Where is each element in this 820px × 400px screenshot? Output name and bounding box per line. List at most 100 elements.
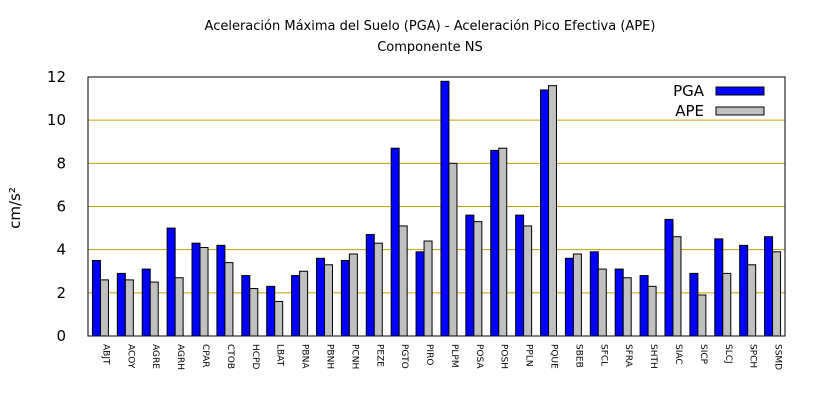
bar [323,264,333,337]
x-tick-label: PIRO [424,344,434,365]
bar [465,214,475,337]
x-tick-label: PBNH [324,344,334,369]
bar [697,294,707,337]
x-tick-label: AGRE [150,344,160,369]
bar [515,214,525,337]
bar [365,234,375,337]
bar [572,253,582,337]
bar [490,149,500,337]
bar [415,251,425,337]
bar [772,251,782,337]
bar [241,275,251,337]
bar [224,262,234,337]
bar [291,275,301,337]
x-tick-label: PPLN [524,344,534,367]
bar [348,253,358,337]
legend-label: APE [675,102,704,120]
bar [124,279,134,337]
bar [739,244,749,337]
bar [764,236,774,337]
bar [523,225,533,337]
x-tick-label: ABJT [100,344,110,365]
x-tick-label: PLPM [449,344,459,368]
bar [249,288,259,337]
legend-label: PGA [673,82,705,100]
bar [548,85,558,337]
bar [340,259,350,337]
bar [639,275,649,337]
y-tick-label: 8 [56,154,66,172]
y-tick-label: 4 [56,241,66,259]
x-tick-label: LBAT [275,344,285,367]
bar [440,80,450,337]
bar [589,251,599,337]
x-tick-label: ACOY [125,344,135,369]
bar [149,281,159,337]
y-axis-label: cm/s² [6,187,24,229]
bar [373,242,383,337]
bar [722,272,732,337]
bar [448,162,458,337]
bar [647,285,657,337]
chart-title: Aceleración Máxima del Suelo (PGA) - Ace… [205,19,656,34]
x-tick-label: POSH [499,344,509,369]
bar [473,221,483,337]
bar [174,277,184,337]
y-tick-label: 0 [56,327,66,345]
legend-swatch [715,106,765,116]
bar [116,272,126,337]
bar [199,247,209,337]
x-tick-label: CTOB [225,344,235,369]
bar [423,240,433,337]
x-tick-label: SLCJ [723,344,733,364]
bar [714,238,724,337]
x-tick-label: PQUE [549,344,559,369]
x-tick-label: SFCL [598,344,608,366]
bar [664,218,674,337]
bar [315,257,325,337]
x-tick-label: PCNH [349,344,359,369]
x-tick-label: PEZE [374,344,384,367]
x-tick-label: SICP [698,344,708,365]
bar [689,272,699,337]
x-tick-label: CPAR [200,344,210,368]
bar [614,268,624,337]
x-tick-label: SBEB [573,344,583,368]
bar [141,268,151,337]
bar [274,300,284,337]
bar [498,147,508,337]
bar [99,279,109,337]
chart-subtitle: Componente NS [377,40,483,55]
x-tick-label: SHTH [648,344,658,369]
x-tick-label: PGTO [399,344,409,369]
bar [166,227,176,337]
x-tick-label: SFRA [623,344,633,368]
bar [564,257,574,337]
y-tick-label: 6 [56,198,66,216]
x-tick-label: SPCH [748,344,758,368]
x-tick-label: POSA [474,344,484,369]
bar [191,242,201,337]
bar [216,244,226,337]
bar [622,277,632,337]
plot-frame [87,76,786,337]
legend-swatch [715,86,765,96]
bar [266,285,276,337]
y-tick-label: 10 [47,111,66,129]
x-tick-label: AGRH [175,344,185,370]
x-tick-label: HCPD [250,344,260,369]
bar [597,268,607,337]
bar [390,147,400,337]
x-tick-label: SSMD [773,344,783,370]
bar [540,89,550,337]
bar [747,264,757,337]
x-tick-label: SIAC [673,344,683,365]
y-tick-label: 2 [56,284,66,302]
bar [91,259,101,337]
x-tick-label: PBNA [300,344,310,369]
bar [299,270,309,337]
bar [672,236,682,337]
y-tick-label: 12 [47,68,66,86]
bar [398,225,408,337]
